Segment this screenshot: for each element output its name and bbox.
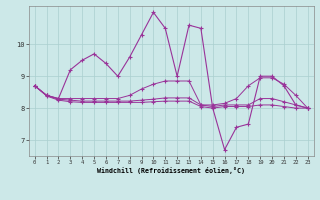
- X-axis label: Windchill (Refroidissement éolien,°C): Windchill (Refroidissement éolien,°C): [97, 167, 245, 174]
